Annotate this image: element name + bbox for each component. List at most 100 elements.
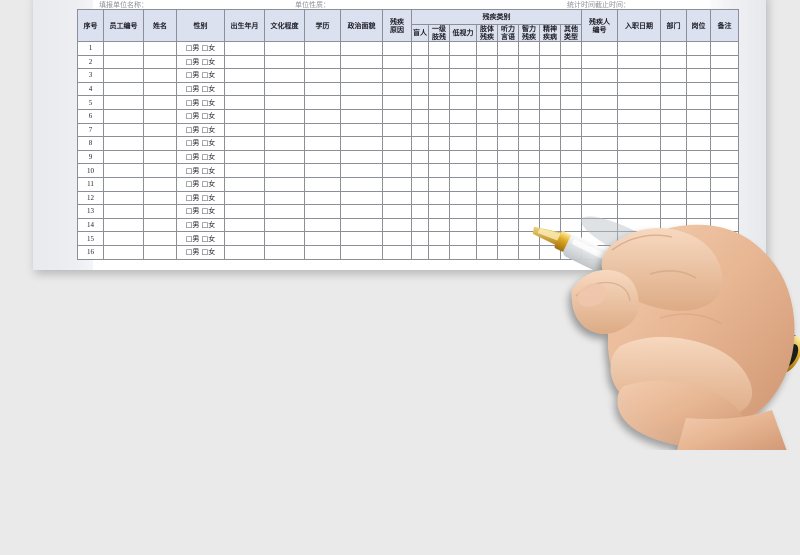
cell-education_lv[interactable] <box>264 41 305 56</box>
cell-disab_no[interactable] <box>581 244 618 260</box>
cell-birth[interactable] <box>224 244 265 260</box>
cell-dept[interactable] <box>660 190 687 206</box>
cell-degree[interactable] <box>304 163 341 178</box>
cell-politics[interactable] <box>340 81 383 97</box>
cell-degree[interactable] <box>304 108 341 124</box>
table-row[interactable]: 8 □男 □女 <box>77 136 739 151</box>
cell-intellect[interactable] <box>518 204 540 219</box>
cell-limb1[interactable] <box>428 122 450 138</box>
cell-limb[interactable] <box>476 204 498 219</box>
cell-lowvision[interactable] <box>449 122 477 138</box>
cell-education_lv[interactable] <box>264 244 305 260</box>
cell-blind[interactable] <box>411 136 429 151</box>
cell-lowvision[interactable] <box>449 244 477 260</box>
cell-lowvision[interactable] <box>449 217 477 233</box>
cell-dept[interactable] <box>660 41 687 56</box>
gender-checkbox-cell[interactable]: □男 □女 <box>176 244 225 260</box>
cell-birth[interactable] <box>224 122 265 138</box>
cell-post[interactable] <box>686 122 711 138</box>
cell-blind[interactable] <box>411 122 429 138</box>
cell-limb[interactable] <box>476 136 498 151</box>
cell-politics[interactable] <box>340 176 383 192</box>
cell-remark[interactable] <box>710 54 739 70</box>
cell-post[interactable] <box>686 95 711 110</box>
cell-degree[interactable] <box>304 68 341 83</box>
cell-intellect[interactable] <box>518 136 540 151</box>
cell-emp_no[interactable] <box>103 244 144 260</box>
cell-politics[interactable] <box>340 190 383 206</box>
cell-education_lv[interactable] <box>264 149 305 165</box>
cell-dept[interactable] <box>660 81 687 97</box>
cell-emp_no[interactable] <box>103 190 144 206</box>
cell-hearing[interactable] <box>497 41 519 56</box>
cell-dept[interactable] <box>660 244 687 260</box>
column-header-degree[interactable]: 学历 <box>304 9 341 42</box>
cell-name[interactable] <box>143 149 177 165</box>
cell-degree[interactable] <box>304 190 341 206</box>
cell-degree[interactable] <box>304 41 341 56</box>
cell-lowvision[interactable] <box>449 41 477 56</box>
cell-limb1[interactable] <box>428 136 450 151</box>
cell-hearing[interactable] <box>497 217 519 233</box>
cell-birth[interactable] <box>224 136 265 151</box>
cell-disab_no[interactable] <box>581 136 618 151</box>
cell-intellect[interactable] <box>518 81 540 97</box>
table-row[interactable]: 11 □男 □女 <box>77 176 739 192</box>
cell-lowvision[interactable] <box>449 204 477 219</box>
cell-hire_date[interactable] <box>617 149 661 165</box>
cell-birth[interactable] <box>224 68 265 83</box>
table-row[interactable]: 5 □男 □女 <box>77 95 739 110</box>
cell-hearing[interactable] <box>497 122 519 138</box>
cell-limb[interactable] <box>476 122 498 138</box>
cell-dept[interactable] <box>660 163 687 178</box>
cell-lowvision[interactable] <box>449 54 477 70</box>
cell-mental[interactable] <box>539 244 561 260</box>
cell-other[interactable] <box>560 217 582 233</box>
cell-post[interactable] <box>686 204 711 219</box>
cell-hearing[interactable] <box>497 136 519 151</box>
cell-post[interactable] <box>686 190 711 206</box>
cell-remark[interactable] <box>710 41 739 56</box>
table-row[interactable]: 14 □男 □女 <box>77 217 739 233</box>
cell-intellect[interactable] <box>518 68 540 83</box>
gender-checkbox-cell[interactable]: □男 □女 <box>176 176 225 192</box>
cell-blind[interactable] <box>411 163 429 178</box>
cell-intellect[interactable] <box>518 244 540 260</box>
cell-limb[interactable] <box>476 231 498 246</box>
cell-politics[interactable] <box>340 41 383 56</box>
cell-intellect[interactable] <box>518 95 540 110</box>
cell-hearing[interactable] <box>497 108 519 124</box>
cell-limb[interactable] <box>476 41 498 56</box>
cell-blind[interactable] <box>411 217 429 233</box>
cell-cause[interactable] <box>382 41 412 56</box>
cell-birth[interactable] <box>224 204 265 219</box>
cell-intellect[interactable] <box>518 190 540 206</box>
cell-emp_no[interactable] <box>103 68 144 83</box>
cell-lowvision[interactable] <box>449 81 477 97</box>
cell-post[interactable] <box>686 244 711 260</box>
cell-emp_no[interactable] <box>103 149 144 165</box>
cell-limb1[interactable] <box>428 244 450 260</box>
cell-limb1[interactable] <box>428 149 450 165</box>
cell-hire_date[interactable] <box>617 108 661 124</box>
cell-mental[interactable] <box>539 176 561 192</box>
cell-dept[interactable] <box>660 217 687 233</box>
cell-disab_no[interactable] <box>581 163 618 178</box>
cell-intellect[interactable] <box>518 41 540 56</box>
cell-mental[interactable] <box>539 81 561 97</box>
cell-remark[interactable] <box>710 122 739 138</box>
gender-checkbox-cell[interactable]: □男 □女 <box>176 81 225 97</box>
column-header-birth[interactable]: 出生年月 <box>224 9 265 42</box>
cell-limb1[interactable] <box>428 41 450 56</box>
cell-remark[interactable] <box>710 149 739 165</box>
cell-disab_no[interactable] <box>581 81 618 97</box>
cell-intellect[interactable] <box>518 108 540 124</box>
cell-intellect[interactable] <box>518 149 540 165</box>
cell-mental[interactable] <box>539 95 561 110</box>
column-header-hire_date[interactable]: 入职日期 <box>617 9 661 42</box>
cell-hire_date[interactable] <box>617 163 661 178</box>
cell-other[interactable] <box>560 54 582 70</box>
table-row[interactable]: 12 □男 □女 <box>77 190 739 206</box>
cell-politics[interactable] <box>340 163 383 178</box>
cell-cause[interactable] <box>382 95 412 110</box>
